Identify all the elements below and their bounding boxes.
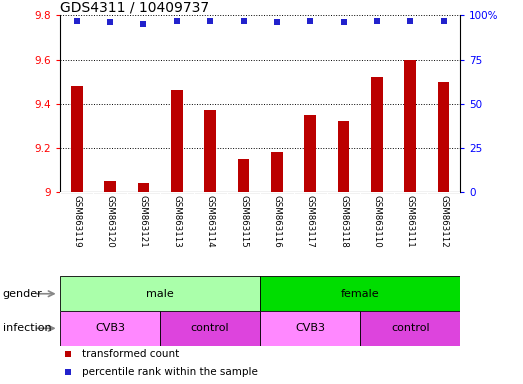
- Point: [173, 18, 181, 24]
- Text: GSM863120: GSM863120: [106, 195, 115, 247]
- Point: [73, 18, 81, 24]
- Text: CVB3: CVB3: [295, 323, 325, 333]
- Bar: [104, 181, 116, 192]
- Text: percentile rank within the sample: percentile rank within the sample: [82, 366, 258, 377]
- Text: GSM863114: GSM863114: [206, 195, 214, 247]
- Text: GSM863121: GSM863121: [139, 195, 148, 247]
- Text: CVB3: CVB3: [95, 323, 125, 333]
- Text: transformed count: transformed count: [82, 349, 179, 359]
- Point: [139, 21, 147, 27]
- Bar: [237, 159, 249, 192]
- Text: control: control: [391, 323, 429, 333]
- Bar: [60, 311, 160, 346]
- Point: [439, 18, 448, 24]
- Text: female: female: [341, 289, 380, 299]
- Bar: [260, 276, 460, 311]
- Text: infection: infection: [3, 323, 51, 333]
- Bar: [360, 311, 460, 346]
- Text: GSM863110: GSM863110: [372, 195, 381, 247]
- Bar: [171, 90, 183, 192]
- Text: gender: gender: [3, 289, 42, 299]
- Bar: [404, 60, 416, 192]
- Bar: [138, 183, 150, 192]
- Text: GSM863118: GSM863118: [339, 195, 348, 247]
- Bar: [304, 115, 316, 192]
- Bar: [60, 276, 260, 311]
- Text: control: control: [191, 323, 230, 333]
- Text: GSM863112: GSM863112: [439, 195, 448, 247]
- Text: GDS4311 / 10409737: GDS4311 / 10409737: [60, 0, 209, 14]
- Text: GSM863115: GSM863115: [239, 195, 248, 247]
- Point: [406, 18, 414, 24]
- Bar: [160, 311, 260, 346]
- Bar: [338, 121, 349, 192]
- Bar: [371, 77, 383, 192]
- Text: male: male: [146, 289, 174, 299]
- Bar: [71, 86, 83, 192]
- Point: [64, 369, 72, 375]
- Text: GSM863113: GSM863113: [173, 195, 181, 247]
- Point: [339, 19, 348, 25]
- Text: GSM863116: GSM863116: [272, 195, 281, 247]
- Point: [206, 18, 214, 24]
- Point: [240, 18, 248, 24]
- Bar: [271, 152, 283, 192]
- Bar: [438, 82, 449, 192]
- Point: [306, 18, 314, 24]
- Text: GSM863111: GSM863111: [406, 195, 415, 247]
- Text: GSM863119: GSM863119: [72, 195, 81, 247]
- Bar: [260, 311, 360, 346]
- Point: [106, 19, 115, 25]
- Text: GSM863117: GSM863117: [306, 195, 315, 247]
- Bar: [204, 110, 216, 192]
- Point: [272, 19, 281, 25]
- Point: [64, 351, 72, 357]
- Point: [373, 18, 381, 24]
